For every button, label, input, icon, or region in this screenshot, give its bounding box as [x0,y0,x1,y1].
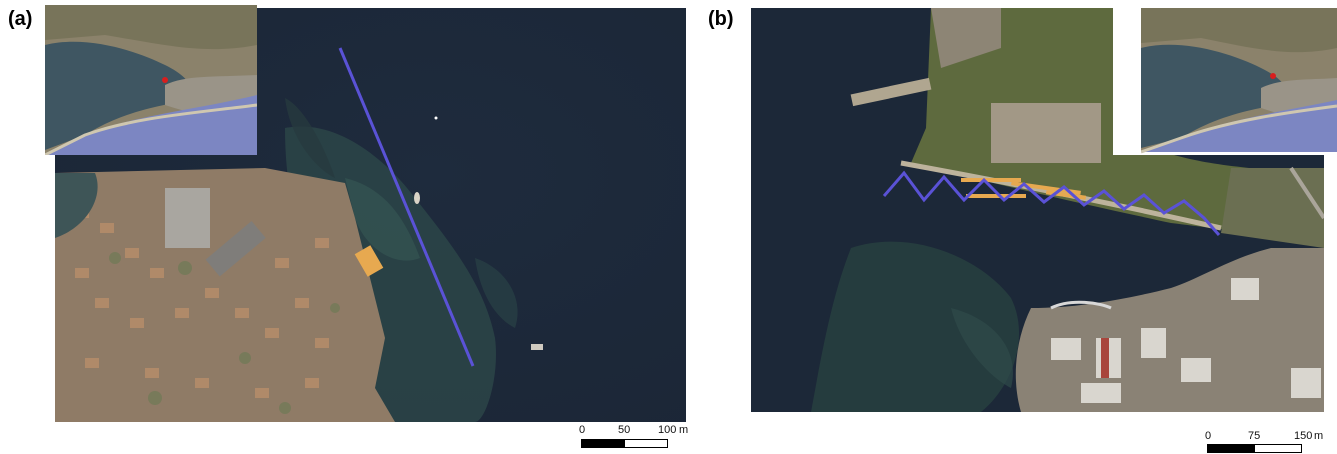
scale-bar-a: 0 50 100 m [579,424,691,452]
location-inset-b [1113,5,1337,155]
location-inset-a [45,5,257,155]
panel-a-label: (a) [8,8,33,30]
transect-line-a [338,47,475,367]
scale-tick-label: 0 [579,424,586,436]
scale-tick-label: 100 [658,424,677,436]
location-marker-icon [162,77,168,83]
location-marker-icon [1270,73,1276,79]
transect-line-b [882,170,1221,236]
panel-b-label: (b) [708,8,734,30]
scale-unit: m [1314,430,1324,442]
scale-tick-label: 50 [618,424,631,436]
aerial-map-a [55,8,686,422]
scale-tick-label: 150 [1294,430,1313,442]
scale-tick-label: 75 [1248,430,1261,442]
scale-unit: m [679,424,689,436]
scale-tick-label: 0 [1205,430,1212,442]
scale-bar-b: 0 75 150 m [1205,430,1332,454]
